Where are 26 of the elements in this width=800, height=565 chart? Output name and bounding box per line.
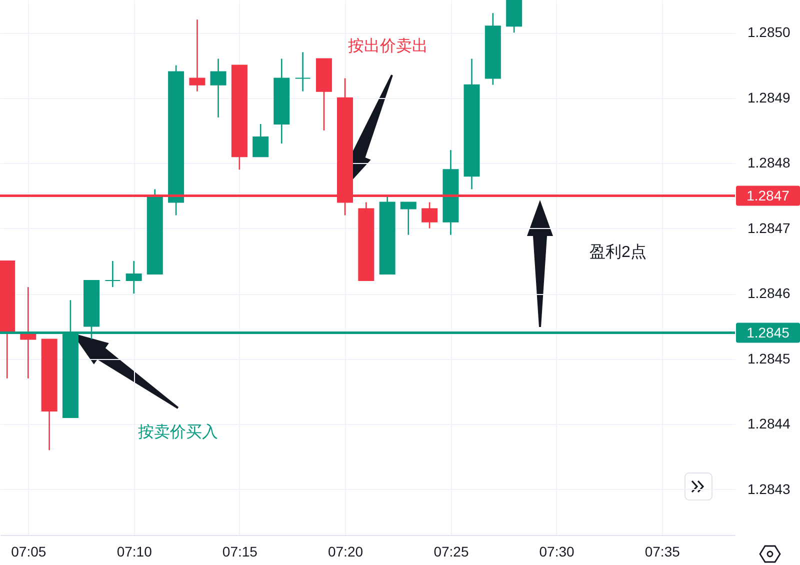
candlestick <box>252 123 269 158</box>
y-tick-label: 1.2847 <box>748 220 791 236</box>
y-tick-label: 1.2849 <box>748 89 791 106</box>
x-tick-label: 07:05 <box>11 544 46 560</box>
annotation: 按卖价买入 <box>138 423 218 441</box>
candlestick <box>104 260 121 288</box>
y-tick-label: 1.2850 <box>748 24 791 40</box>
x-tick-label: 07:15 <box>222 544 258 560</box>
candlestick <box>210 58 226 118</box>
annotation: 按出价卖出 <box>348 37 428 55</box>
y-tick-label: 1.2848 <box>748 154 791 171</box>
y-tick-label: 1.2844 <box>748 416 791 432</box>
candlestick <box>126 260 142 294</box>
x-tick-label: 07:35 <box>644 544 680 560</box>
annotation: 盈利2点 <box>590 243 646 261</box>
x-tick-label: 07:10 <box>116 544 152 560</box>
candlestick <box>294 52 311 92</box>
x-tick-label: 07:30 <box>539 544 575 560</box>
x-tick-label: 07:20 <box>328 544 364 560</box>
y-tick-label: 1.2845 <box>748 350 791 366</box>
candlestick <box>400 202 416 236</box>
x-tick-label: 07:25 <box>434 544 469 560</box>
candlestick <box>189 18 206 92</box>
candlestick <box>422 202 438 230</box>
y-tick-label: 1.2843 <box>748 480 791 497</box>
y-tick-label: 1.2846 <box>748 285 791 302</box>
